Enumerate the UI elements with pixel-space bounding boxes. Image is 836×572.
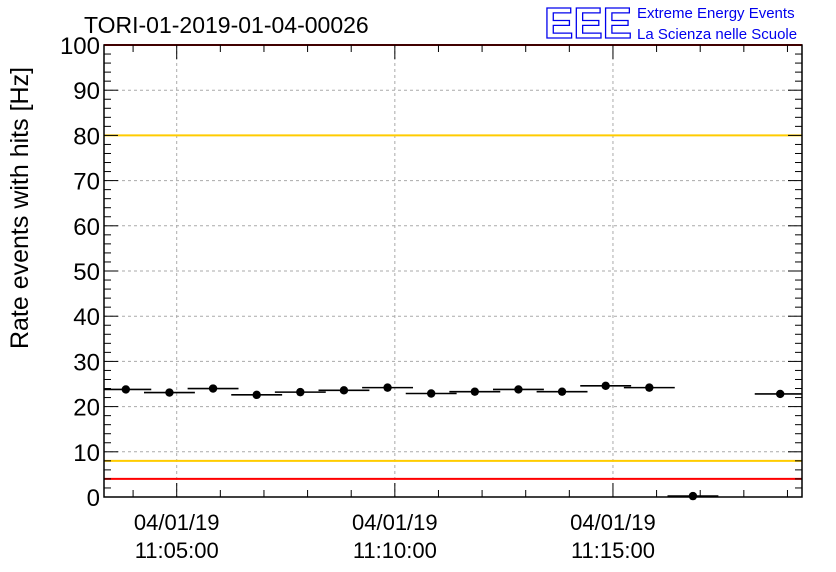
chart-title: TORI-01-2019-01-04-00026: [84, 12, 369, 38]
grid-lines: [104, 45, 802, 497]
x-tick-time: 11:10:00: [353, 538, 437, 563]
data-point: [557, 387, 567, 396]
y-tick-labels: 0 10 20 30 40 50 60 70 80 90 100: [60, 33, 100, 512]
data-point: [208, 384, 218, 393]
y-tick-label: 0: [87, 485, 100, 512]
data-point: [426, 389, 436, 398]
y-tick-label: 30: [73, 349, 100, 376]
data-point: [775, 389, 785, 399]
reference-lines: [104, 44, 802, 480]
y-tick-label: 90: [73, 78, 100, 105]
y-tick-label: 20: [73, 395, 100, 422]
x-tick-date: 04/01/19: [352, 510, 438, 535]
y-axis-label: Rate events with hits [Hz]: [6, 67, 34, 349]
y-tick-label: 70: [73, 169, 100, 196]
data-point: [165, 388, 174, 397]
data-point: [383, 383, 392, 392]
x-tick-date: 04/01/19: [570, 510, 656, 535]
data-points: [104, 381, 802, 501]
x-tick-time: 11:05:00: [135, 538, 219, 563]
data-point: [601, 381, 610, 391]
logo-letters: EEE: [544, 0, 632, 48]
logo-line-1: Extreme Energy Events: [637, 5, 795, 22]
x-tick-time: 11:15:00: [571, 538, 655, 563]
y-tick-label: 50: [73, 259, 100, 286]
data-point: [645, 383, 654, 392]
y-tick-label: 80: [73, 123, 100, 150]
y-tick-label: 100: [60, 33, 100, 60]
eee-logo: EEE Extreme Energy Events La Scienza nel…: [543, 0, 797, 49]
y-tick-label: 10: [73, 440, 100, 467]
x-tick-labels: 04/01/19 11:05:00 04/01/19 11:10:00 04/01/19…: [134, 510, 656, 563]
data-point: [121, 385, 131, 394]
data-point: [339, 386, 349, 395]
data-point: [514, 385, 523, 394]
y-tick-label: 40: [73, 304, 100, 331]
data-point: [688, 491, 698, 501]
data-point: [296, 387, 305, 397]
plot-frame: [103, 44, 803, 498]
data-point: [470, 387, 480, 396]
x-tick-date: 04/01/19: [134, 510, 220, 535]
logo-line-2: La Scienza nelle Scuole: [637, 26, 797, 43]
y-tick-label: 60: [73, 214, 100, 241]
data-point: [252, 390, 261, 400]
